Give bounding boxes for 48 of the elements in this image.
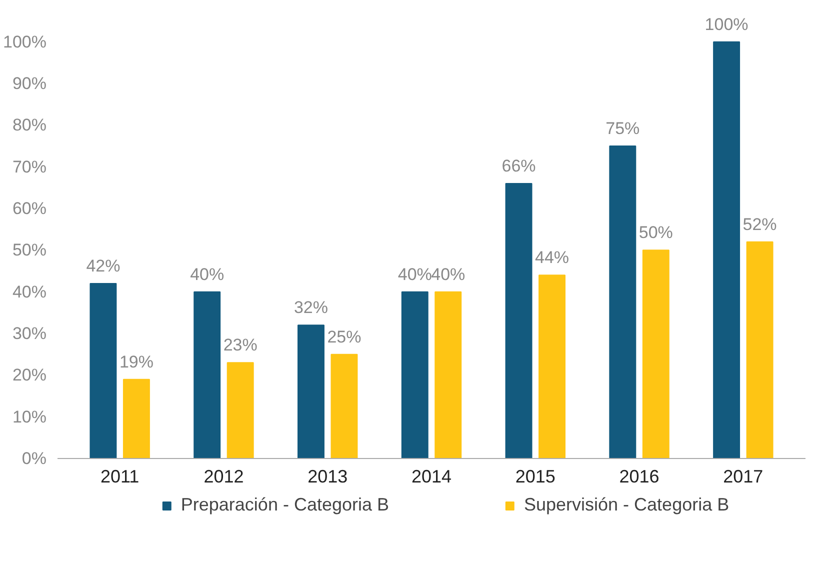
data-label: 32% [294, 298, 328, 318]
data-label: 44% [535, 248, 570, 268]
data-label: 40% [398, 264, 432, 284]
data-label: 19% [119, 352, 154, 372]
data-label: 25% [327, 327, 362, 346]
x-tick-label: 2011 [100, 466, 140, 486]
bar [298, 324, 324, 458]
bar [226, 362, 254, 458]
bar [746, 241, 774, 458]
bar [538, 274, 566, 458]
bar [330, 354, 358, 458]
bar [434, 291, 462, 458]
y-tick-label: 20% [12, 366, 47, 385]
data-label: 50% [638, 223, 673, 242]
bar [90, 283, 117, 458]
y-tick-label: 30% [12, 324, 47, 343]
bar [122, 378, 150, 458]
y-tick-label: 60% [12, 199, 47, 218]
bar [713, 41, 740, 458]
data-label: 40% [190, 264, 224, 284]
data-label: 40% [431, 264, 466, 284]
x-tick-label: 2013 [308, 466, 348, 486]
x-tick-label: 2017 [723, 466, 764, 486]
y-tick-label: 70% [12, 157, 47, 176]
data-label: 42% [86, 256, 120, 276]
bar [401, 291, 428, 458]
y-tick-label: 0% [22, 449, 47, 468]
y-tick-label: 100% [3, 32, 47, 52]
data-label: 66% [502, 156, 536, 176]
x-tick-label: 2015 [515, 466, 556, 486]
x-tick-label: 2016 [619, 466, 660, 486]
bar [194, 291, 221, 458]
data-label: 75% [606, 119, 640, 138]
x-tick-label: 2014 [411, 466, 452, 486]
y-tick-label: 40% [12, 282, 47, 302]
legend-label: Supervisión - Categoria B [524, 494, 730, 516]
bar [642, 250, 670, 458]
y-tick-label: 90% [12, 74, 47, 93]
y-tick-label: 80% [12, 116, 47, 135]
bar [505, 183, 532, 458]
y-tick-label: 50% [12, 240, 47, 260]
x-tick-label: 2012 [204, 466, 244, 486]
legend-label: Preparación - Categoria B [180, 494, 389, 516]
data-label: 23% [223, 336, 258, 355]
y-tick-label: 10% [12, 407, 47, 426]
data-label: 100% [704, 14, 748, 34]
data-label: 52% [742, 214, 777, 234]
bar [609, 146, 636, 458]
